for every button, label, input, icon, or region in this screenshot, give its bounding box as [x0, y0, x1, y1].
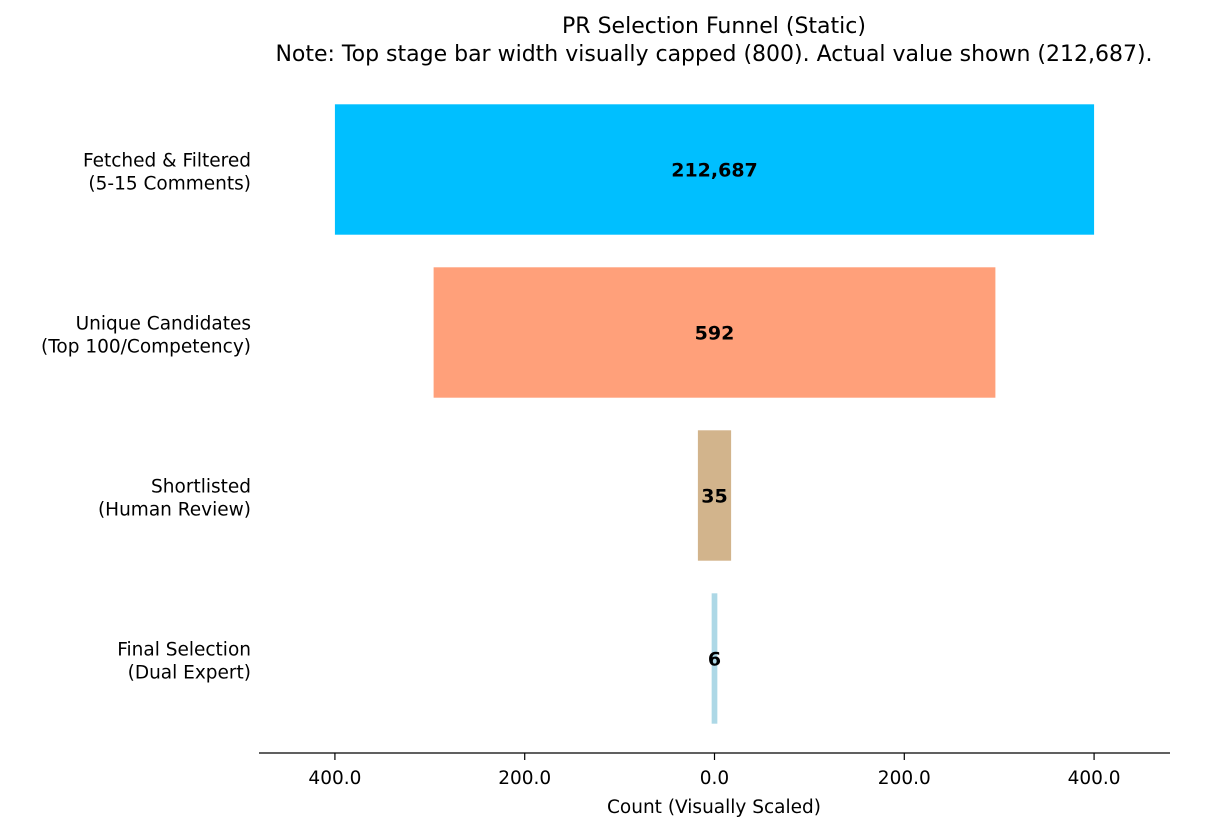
x-tick-label: 0.0: [700, 768, 729, 789]
funnel-bar: [433, 267, 996, 398]
category-label: Final Selection (Dual Expert): [117, 640, 251, 684]
x-axis-title: Count (Visually Scaled): [607, 797, 821, 818]
category-label: Shortlisted (Human Review): [98, 477, 251, 521]
x-tick-label: 400.0: [1068, 768, 1121, 789]
bar-value-label: 35: [701, 486, 727, 508]
category-label: Fetched & Filtered (5-15 Comments): [83, 151, 251, 195]
x-axis-ticks: 400.0 200.0 0.0 200.0 400.0: [308, 753, 1121, 789]
category-label: Unique Candidates (Top 100/Competency): [41, 314, 251, 358]
funnel-bar: [711, 593, 718, 724]
bars-layer: 212,687 592 35 6: [334, 104, 1095, 724]
funnel-bar: [334, 104, 1095, 235]
category-labels: Fetched & Filtered (5-15 Comments) Unique …: [41, 151, 251, 684]
bar-value-label: 6: [708, 649, 721, 671]
bar-value-label: 212,687: [671, 160, 758, 182]
x-tick-label: 400.0: [308, 768, 361, 789]
chart-title: PR Selection Funnel (Static): [562, 14, 866, 39]
x-tick-label: 200.0: [878, 768, 931, 789]
chart-subtitle: Note: Top stage bar width visually cappe…: [275, 42, 1152, 67]
x-tick-label: 200.0: [498, 768, 551, 789]
funnel-bar: [697, 430, 732, 561]
bar-value-label: 592: [695, 323, 735, 345]
